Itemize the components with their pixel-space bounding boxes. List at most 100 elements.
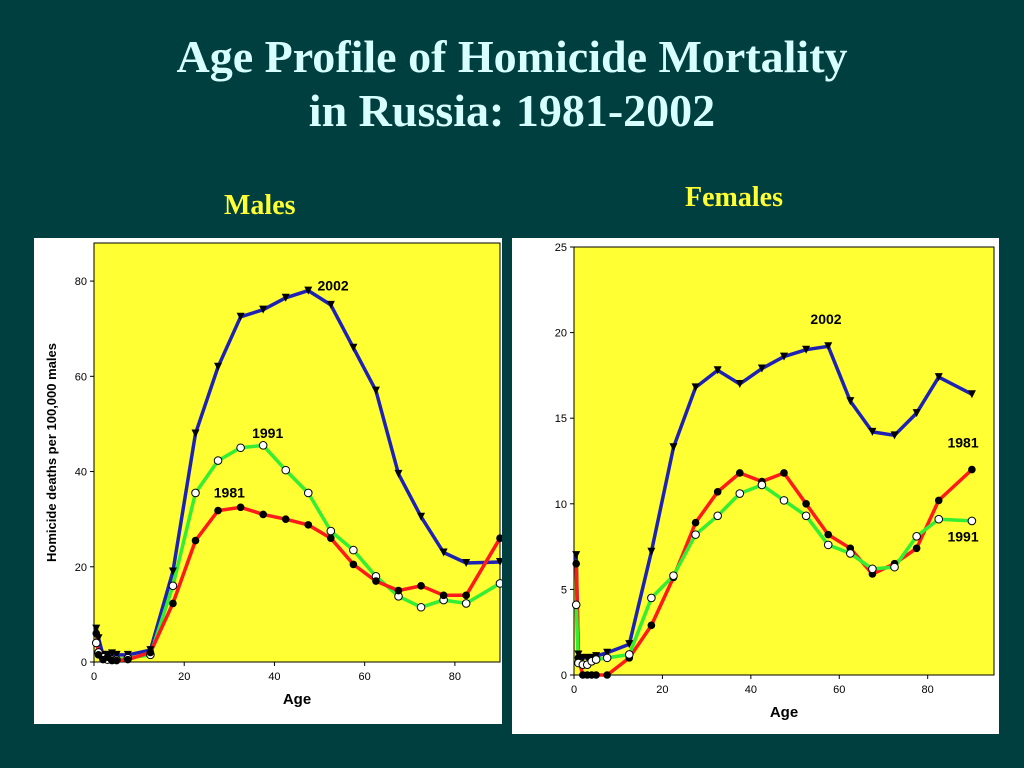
data-point-1981 [281, 515, 290, 523]
data-point-1981 [169, 599, 177, 608]
data-point-1991 [326, 526, 336, 536]
data-point-2002 [647, 547, 656, 556]
data-point-1981 [94, 651, 103, 659]
data-point-2002 [371, 386, 380, 395]
data-point-1991 [281, 465, 291, 475]
data-point-1991 [571, 600, 581, 610]
x-tick-label: 60 [833, 684, 845, 696]
data-point-2002 [713, 366, 722, 375]
x-tick-label: 20 [656, 684, 668, 696]
females-chart-panel: 0 5 10 15 20 25 0 20 40 60 80 Age 2002 1981 1991 [512, 238, 999, 734]
data-point-1991 [713, 511, 722, 521]
data-point-1991 [868, 564, 877, 574]
data-point-2002 [326, 300, 335, 309]
data-point-1991 [591, 655, 601, 664]
x-tick-label: 80 [922, 684, 934, 696]
data-point-1991 [735, 489, 745, 498]
data-point-1991 [191, 488, 200, 498]
data-point-1981 [146, 648, 155, 657]
y-tick-label: 0 [561, 670, 567, 682]
data-point-1991 [912, 532, 921, 541]
data-point-2002 [934, 373, 943, 382]
data-point-1991 [602, 653, 612, 663]
y-tick-label: 15 [555, 413, 567, 425]
data-point-1991 [236, 443, 245, 453]
data-point-1981 [603, 671, 611, 679]
data-point-1991 [349, 545, 358, 555]
x-tick-label: 0 [571, 684, 577, 696]
data-point-2002 [780, 352, 788, 361]
data-point-2002 [259, 305, 268, 314]
data-point-2002 [112, 650, 121, 659]
data-point-2002 [846, 397, 855, 406]
data-point-1981 [824, 530, 833, 539]
y-tick-label: 10 [555, 499, 567, 511]
data-point-2002 [625, 640, 634, 649]
data-point-1981 [259, 510, 267, 519]
x-tick-label: 40 [268, 671, 280, 683]
x-tick-label: 60 [359, 671, 371, 683]
data-point-2002 [236, 312, 245, 321]
data-point-1991 [168, 581, 178, 591]
y-tick-label: 60 [75, 371, 87, 383]
females-chart: 0 5 10 15 20 25 0 20 40 60 80 Age 2002 1981 1991 [555, 242, 995, 721]
y-tick-label: 0 [81, 657, 87, 669]
y-tick-label: 5 [561, 584, 567, 596]
data-point-2002 [912, 409, 921, 418]
data-point-1991 [303, 488, 313, 498]
data-point-1981 [462, 591, 470, 600]
data-point-2002 [890, 431, 899, 440]
series-annotation: 1991 [252, 425, 283, 441]
x-tick-label: 40 [745, 684, 757, 696]
plot-area [573, 246, 995, 676]
data-point-2002 [868, 427, 877, 436]
data-point-2002 [304, 286, 313, 295]
data-point-1991 [461, 599, 471, 608]
data-point-1991 [669, 571, 678, 581]
data-point-1981 [968, 465, 976, 474]
data-point-2002 [214, 362, 223, 371]
data-point-1991 [801, 511, 811, 521]
data-point-1991 [890, 562, 899, 572]
y-axis-label: Homicide deaths per 100,000 males [44, 343, 59, 562]
data-point-1991 [258, 441, 268, 450]
data-point-2002 [349, 343, 358, 352]
data-point-2002 [417, 512, 426, 521]
slide-title: Age Profile of Homicide Mortality in Rus… [0, 30, 1024, 138]
series-annotation: 1981 [214, 485, 245, 501]
data-point-2002 [191, 429, 200, 438]
males-subtitle: Males [224, 190, 296, 221]
data-point-1981 [780, 469, 788, 477]
series-annotation: 1981 [947, 434, 978, 450]
data-point-1981 [691, 518, 700, 527]
data-point-1981 [304, 521, 313, 529]
data-point-1991 [647, 593, 656, 603]
data-point-1991 [495, 579, 505, 588]
y-tick-label: 40 [75, 467, 87, 479]
data-point-1991 [934, 514, 944, 524]
slide-title-line-1: Age Profile of Homicide Mortality [176, 31, 848, 82]
data-point-2002 [603, 648, 612, 657]
data-point-2002 [92, 624, 101, 633]
data-point-1991 [624, 650, 634, 659]
data-point-1991 [757, 480, 767, 490]
data-point-1991 [416, 602, 426, 612]
data-point-1991 [779, 496, 789, 505]
data-point-1991 [846, 549, 855, 558]
slide-title-line-2: in Russia: 1981-2002 [308, 85, 716, 136]
data-point-2002 [462, 558, 471, 567]
data-point-1991 [91, 638, 101, 648]
data-point-1981 [934, 496, 943, 505]
y-tick-label: 25 [555, 242, 567, 254]
data-point-1981 [372, 577, 380, 585]
data-point-2002 [967, 390, 976, 399]
data-point-1981 [92, 629, 101, 638]
series-annotation: 2002 [318, 278, 349, 294]
females-subtitle: Females [685, 182, 783, 213]
x-tick-label: 0 [91, 671, 97, 683]
data-point-1981 [592, 671, 600, 679]
data-point-2002 [691, 383, 700, 392]
data-point-2002 [802, 345, 811, 354]
males-chart: 0 20 40 60 80 0 20 40 60 80 Age Homicide deaths per… [44, 242, 505, 708]
data-point-2002 [281, 293, 290, 302]
